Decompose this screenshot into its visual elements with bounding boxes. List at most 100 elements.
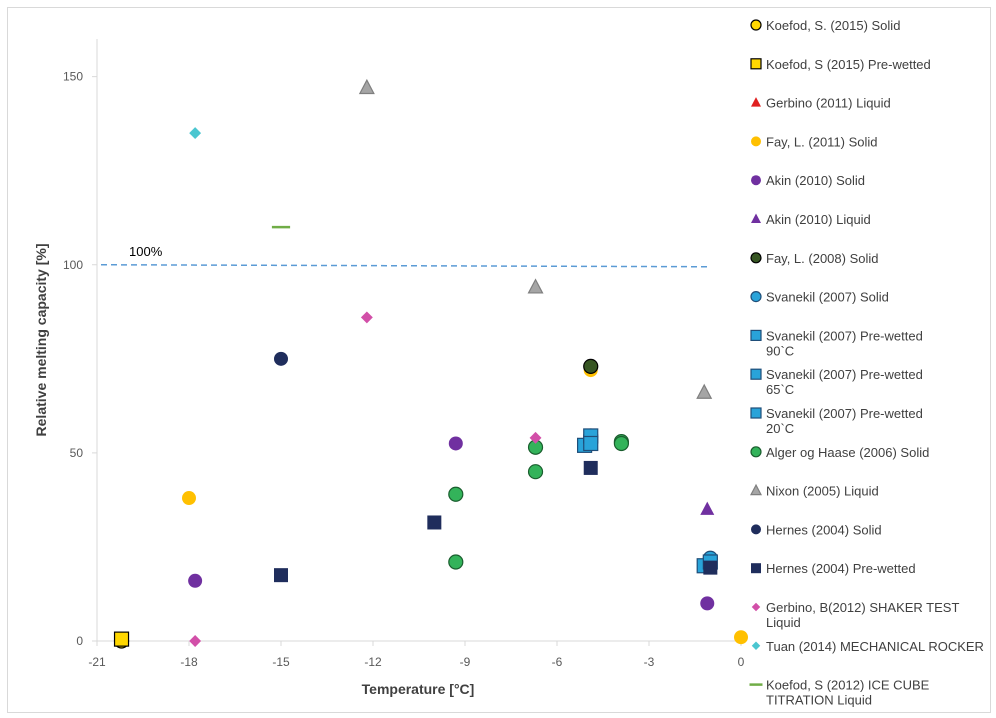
reference-line-100 <box>100 264 709 268</box>
legend-label-line: Koefod, S (2012) ICE CUBE <box>766 678 930 693</box>
series-11 <box>448 433 630 570</box>
data-point <box>188 573 203 588</box>
x-axis-title: Temperature [°C] <box>362 681 475 697</box>
series-14 <box>274 460 718 583</box>
y-tick-label: 150 <box>63 70 83 84</box>
legend-label: Fay, L. (2011) Solid <box>766 134 878 149</box>
legend-label: Koefod, S. (2015) Solid <box>766 18 900 33</box>
data-point <box>700 501 715 515</box>
x-tick-label: -12 <box>364 655 382 669</box>
legend-label-line: 20`C <box>766 421 794 436</box>
data-point <box>527 278 544 294</box>
series-7 <box>583 428 718 566</box>
x-tick-label: -3 <box>644 655 655 669</box>
data-point <box>527 464 544 480</box>
x-tick-label: -15 <box>272 655 290 669</box>
data-point <box>529 431 542 444</box>
legend-label-line: Gerbino, B(2012) SHAKER TEST <box>766 600 959 615</box>
legend-marker <box>750 252 762 264</box>
data-point <box>703 560 718 575</box>
data-point <box>700 596 715 611</box>
data-point <box>274 568 288 583</box>
legend-marker <box>750 291 762 303</box>
legend: Koefod, S. (2015) Solid Koefod, S (2015) … <box>749 18 984 708</box>
y-tick-label: 0 <box>76 634 83 648</box>
data-point <box>427 515 442 530</box>
legend-label-line: Akin (2010) Liquid <box>766 212 871 227</box>
legend-marker <box>751 524 761 535</box>
legend-label: Hernes (2004) Solid <box>766 522 882 537</box>
legend-label-line: 90`C <box>766 343 794 358</box>
legend-label-line: Svanekil (2007) Pre-wetted <box>766 406 923 421</box>
data-point <box>189 635 202 647</box>
data-point <box>358 78 375 95</box>
data-point <box>583 358 599 374</box>
series-4 <box>188 436 715 611</box>
axes: -21 -18 -15 -12 -9 -6 -3 0 0 50 100 150 <box>63 39 745 669</box>
legend-label-line: Hernes (2004) Pre-wetted <box>766 561 916 576</box>
legend-label: Alger og Haase (2006) Solid <box>766 445 929 460</box>
legend-label: Gerbino, B(2012) SHAKER TEST Liquid <box>766 600 959 630</box>
legend-label: Hernes (2004) Pre-wetted <box>766 561 916 576</box>
legend-marker <box>751 175 761 186</box>
legend-label: Svanekil (2007) Pre-wetted 90`C <box>766 328 923 358</box>
legend-marker <box>750 446 762 458</box>
legend-marker <box>751 136 761 147</box>
legend-label-line: Alger og Haase (2006) Solid <box>766 445 929 460</box>
legend-marker <box>751 97 761 107</box>
legend-marker <box>750 483 762 496</box>
x-tick-label: -21 <box>88 655 106 669</box>
y-tick-label: 50 <box>70 446 84 460</box>
data-point <box>448 554 464 570</box>
reference-line-label: 100% <box>129 244 163 259</box>
legend-label: Svanekil (2007) Pre-wetted 65`C <box>766 367 923 397</box>
data-point <box>583 435 599 452</box>
data-point <box>113 631 130 647</box>
legend-label-line: Koefod, S. (2015) Solid <box>766 18 900 33</box>
series-13 <box>274 351 288 366</box>
legend-label-line: Svanekil (2007) Pre-wetted <box>766 328 923 343</box>
legend-label-line: 65`C <box>766 382 794 397</box>
series-10 <box>583 435 599 452</box>
series-1 <box>113 631 130 647</box>
legend-label: Koefod, S (2015) Pre-wetted <box>766 57 931 72</box>
data-point <box>189 127 202 140</box>
x-tick-label: -6 <box>552 655 563 669</box>
data-point <box>734 630 748 645</box>
legend-marker <box>750 329 762 341</box>
data-point <box>613 435 630 452</box>
data-marks <box>113 78 748 649</box>
legend-label: Akin (2010) Liquid <box>766 212 871 227</box>
chart-frame <box>7 7 991 713</box>
legend-label: Gerbino (2011) Liquid <box>766 96 891 111</box>
y-axis-title: Relative melting capacity [%] <box>33 244 49 437</box>
legend-label-line: Svanekil (2007) Pre-wetted <box>766 367 923 382</box>
legend-label-line: Gerbino (2011) Liquid <box>766 96 891 111</box>
legend-label-line: TITRATION Liquid <box>766 693 872 708</box>
series-6 <box>583 358 599 374</box>
legend-label-line: Svanekil (2007) Solid <box>766 290 889 305</box>
data-point <box>448 486 464 502</box>
legend-marker <box>750 58 762 70</box>
series-16 <box>189 127 202 140</box>
data-point <box>182 491 196 506</box>
series-5 <box>700 501 715 515</box>
legend-label-line: Fay, L. (2011) Solid <box>766 134 878 149</box>
y-tick-label: 100 <box>63 258 83 272</box>
reference-line-group: 100% <box>100 244 709 268</box>
legend-label-line: Akin (2010) Solid <box>766 173 865 188</box>
series-9 <box>583 428 718 570</box>
x-tick-label: -18 <box>180 655 198 669</box>
legend-marker <box>751 602 761 612</box>
x-tick-label: 0 <box>738 655 745 669</box>
x-tick-label: -9 <box>460 655 471 669</box>
series-15 <box>189 311 542 647</box>
data-point <box>274 351 288 366</box>
legend-label: Nixon (2005) Liquid <box>766 484 879 499</box>
series-8 <box>576 437 712 574</box>
legend-marker <box>751 641 761 651</box>
legend-label: Fay, L. (2008) Solid <box>766 251 878 266</box>
series-12 <box>358 78 713 399</box>
legend-marker <box>750 19 762 31</box>
